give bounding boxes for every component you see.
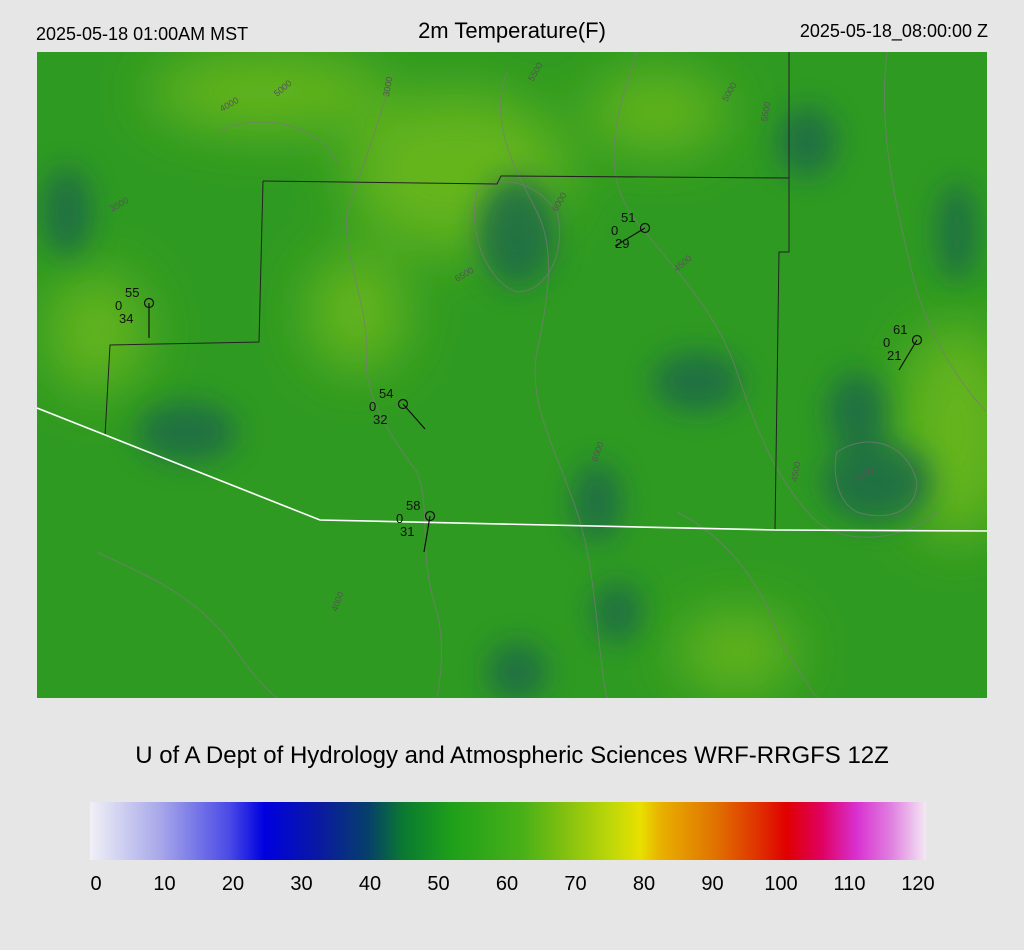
station-circle bbox=[911, 334, 923, 346]
wind-barb bbox=[402, 403, 426, 430]
temperature-colorbar bbox=[90, 802, 926, 860]
station-code: 0 bbox=[369, 399, 376, 414]
colorbar-tick-label: 20 bbox=[221, 873, 245, 895]
credit-label: U of A Dept of Hydrology and Atmospheric… bbox=[135, 742, 889, 769]
station-circle bbox=[424, 510, 436, 522]
warm-patches bbox=[47, 52, 1017, 692]
station-dew: 34 bbox=[119, 311, 133, 326]
station-temp: 61 bbox=[893, 322, 907, 337]
contour-label: 5500 bbox=[759, 101, 772, 122]
contour-label: 4500 bbox=[789, 461, 802, 482]
colorbar-tick-label: 70 bbox=[564, 873, 587, 895]
utc-time-label: 2025-05-18_08:00:00 Z bbox=[799, 21, 988, 41]
station-code: 0 bbox=[115, 298, 122, 313]
colorbar-tick-label: 50 bbox=[427, 873, 450, 895]
map-title: 2m Temperature(F) bbox=[418, 18, 606, 43]
colorbar-tick-label: 80 bbox=[632, 873, 656, 895]
station-temp: 55 bbox=[125, 285, 139, 300]
wind-barb bbox=[614, 227, 646, 247]
state-boundary bbox=[36, 407, 988, 532]
cool-patches bbox=[42, 107, 977, 702]
colorbar-tick-label: 10 bbox=[153, 873, 176, 895]
colorbar-tick-label: 30 bbox=[290, 873, 313, 895]
station-circle bbox=[397, 398, 409, 410]
station-dew: 29 bbox=[615, 236, 629, 251]
wind-barb bbox=[898, 339, 918, 371]
station-temp: 54 bbox=[379, 386, 393, 401]
station-code: 0 bbox=[883, 335, 890, 350]
station-code: 0 bbox=[396, 511, 403, 526]
contour-label: 3000 bbox=[381, 76, 394, 97]
colorbar-tick-label: 120 bbox=[901, 873, 935, 895]
colorbar-tick-label: 90 bbox=[701, 873, 724, 895]
terrain-contours bbox=[96, 51, 988, 699]
station-temp: 58 bbox=[406, 498, 420, 513]
colorbar-tick-label: 60 bbox=[495, 873, 519, 895]
station-dew: 21 bbox=[887, 348, 901, 363]
local-time-label: 2025-05-18 01:00AM MST bbox=[36, 24, 249, 44]
station-circle bbox=[639, 222, 651, 234]
station-dew: 32 bbox=[373, 412, 387, 427]
colorbar-tick-label: 110 bbox=[833, 873, 866, 895]
wind-barb bbox=[423, 515, 431, 553]
temperature-map[interactable]: 3000 4000 5000 5500 6000 6500 4500 5000 5500 6000… bbox=[36, 51, 1017, 702]
station-code: 0 bbox=[611, 223, 618, 238]
colorbar-tick-label: 40 bbox=[358, 873, 382, 895]
colorbar-tick-label: 100 bbox=[764, 873, 798, 895]
colorbar-tick-label: 0 bbox=[90, 873, 102, 895]
station-temp: 51 bbox=[621, 210, 635, 225]
station-dew: 31 bbox=[400, 524, 414, 539]
county-boundaries bbox=[104, 52, 790, 531]
